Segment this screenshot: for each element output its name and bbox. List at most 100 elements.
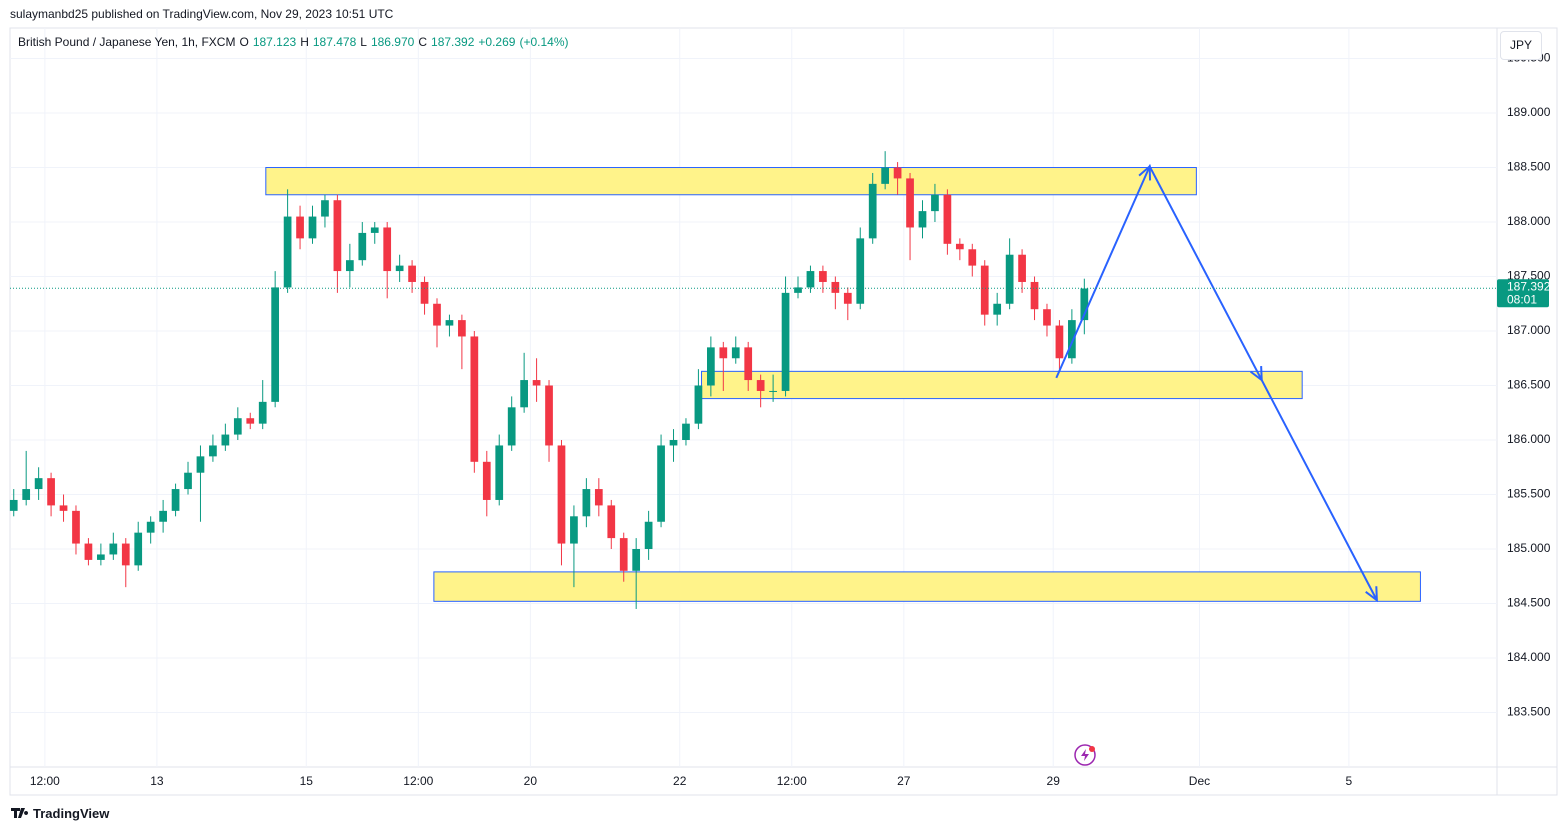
candle-body [445, 320, 454, 326]
candle-body [433, 303, 441, 326]
candle-body [383, 227, 392, 272]
candle-body [806, 271, 815, 288]
x-tick-label: 13 [150, 774, 164, 788]
candle-body [644, 521, 653, 550]
x-tick-label: 27 [897, 774, 911, 788]
candle-body [482, 461, 491, 500]
candle-body [843, 292, 852, 304]
x-tick-label: 22 [673, 774, 687, 788]
candle-body [607, 505, 616, 539]
candle-body [719, 347, 728, 359]
h-value: 187.478 [312, 35, 357, 49]
candle-body [931, 194, 939, 212]
candle-body [756, 380, 765, 391]
o-value: 187.123 [252, 35, 297, 49]
y-tick-label: 188.500 [1507, 160, 1551, 174]
candle-body [97, 554, 105, 560]
logo [11, 808, 29, 818]
candle-body [1030, 281, 1039, 310]
candle-body [408, 265, 416, 282]
candle-body [196, 456, 205, 473]
candle-body [221, 434, 230, 446]
zone [433, 571, 1421, 602]
y-tick-label: 184.500 [1507, 596, 1551, 610]
candle-body [134, 532, 143, 566]
candle-body [121, 543, 130, 566]
zones [265, 167, 1421, 602]
candle-body [184, 472, 192, 490]
candle-body [109, 543, 118, 555]
c-value: 187.392 [431, 35, 475, 49]
candle-body [1043, 309, 1051, 326]
candle-body [943, 194, 952, 244]
candle-body [881, 167, 890, 184]
candle-body [968, 249, 977, 266]
flash-icon [1074, 744, 1096, 766]
l-value: 186.970 [370, 35, 415, 49]
candle-body [370, 227, 379, 233]
candle-body [271, 287, 280, 402]
x-tick-label: 20 [524, 774, 538, 788]
candle-body [520, 380, 528, 408]
candle-body [308, 216, 317, 239]
candle-body [507, 407, 516, 446]
l-label: L [360, 35, 367, 49]
candle-body [993, 303, 1002, 315]
candle-body [258, 401, 267, 424]
projection-path [1055, 164, 1378, 601]
candle-body [84, 543, 93, 560]
candle-body [59, 505, 68, 511]
y-tick-label: 185.000 [1507, 541, 1551, 555]
chart-frame [9, 27, 1558, 796]
candle-body [233, 418, 242, 435]
y-tick-label: 188.000 [1507, 214, 1551, 228]
brand: TradingView [33, 806, 110, 821]
y-tick-label: 187.500 [1507, 269, 1551, 283]
candle-body [1080, 288, 1089, 321]
candle-body [246, 418, 255, 424]
candle-body [731, 347, 740, 359]
candle-body [1068, 320, 1076, 359]
y-tick-label: 187.000 [1507, 323, 1551, 337]
candle-body [283, 216, 292, 288]
candle-body [9, 499, 18, 511]
candle-body [769, 390, 777, 392]
change: +0.269 [478, 35, 516, 49]
candle-body [893, 167, 902, 179]
candle-body [209, 445, 217, 457]
candle-body [321, 200, 329, 217]
candle-body [819, 271, 827, 282]
candle-body [1005, 254, 1014, 304]
x-tick-label: 5 [1346, 774, 1353, 788]
candle-body [794, 287, 802, 293]
candle-body [632, 549, 641, 571]
candle-body [744, 347, 753, 381]
candle-body [557, 445, 566, 544]
last-price-label: 187.392 [1507, 279, 1551, 293]
candle-body [495, 445, 504, 500]
change-pct: (+0.14%) [519, 35, 569, 49]
candle-body [470, 336, 479, 462]
candle-body [868, 183, 877, 239]
candle-body [395, 265, 404, 272]
candle-body [72, 510, 80, 544]
grid: 183.500 184.000 184.500 185.000 185.500 186.0… [10, 28, 1551, 788]
candle-body [582, 489, 591, 517]
candle-body [682, 423, 690, 441]
candles [9, 151, 1089, 609]
candle-body [781, 292, 790, 391]
candle-body [22, 489, 31, 500]
candle-body [831, 281, 840, 293]
x-tick-label: Dec [1189, 774, 1210, 788]
countdown: 08:01 [1507, 292, 1537, 306]
candle-body [856, 238, 865, 304]
candle-body [296, 216, 304, 239]
x-tick-label: 12:00 [30, 774, 60, 788]
candle-body [159, 510, 167, 522]
candle-body [458, 320, 466, 337]
c-label: C [418, 35, 428, 49]
h-label: H [300, 35, 309, 49]
currency-button[interactable]: JPY [1500, 31, 1542, 60]
